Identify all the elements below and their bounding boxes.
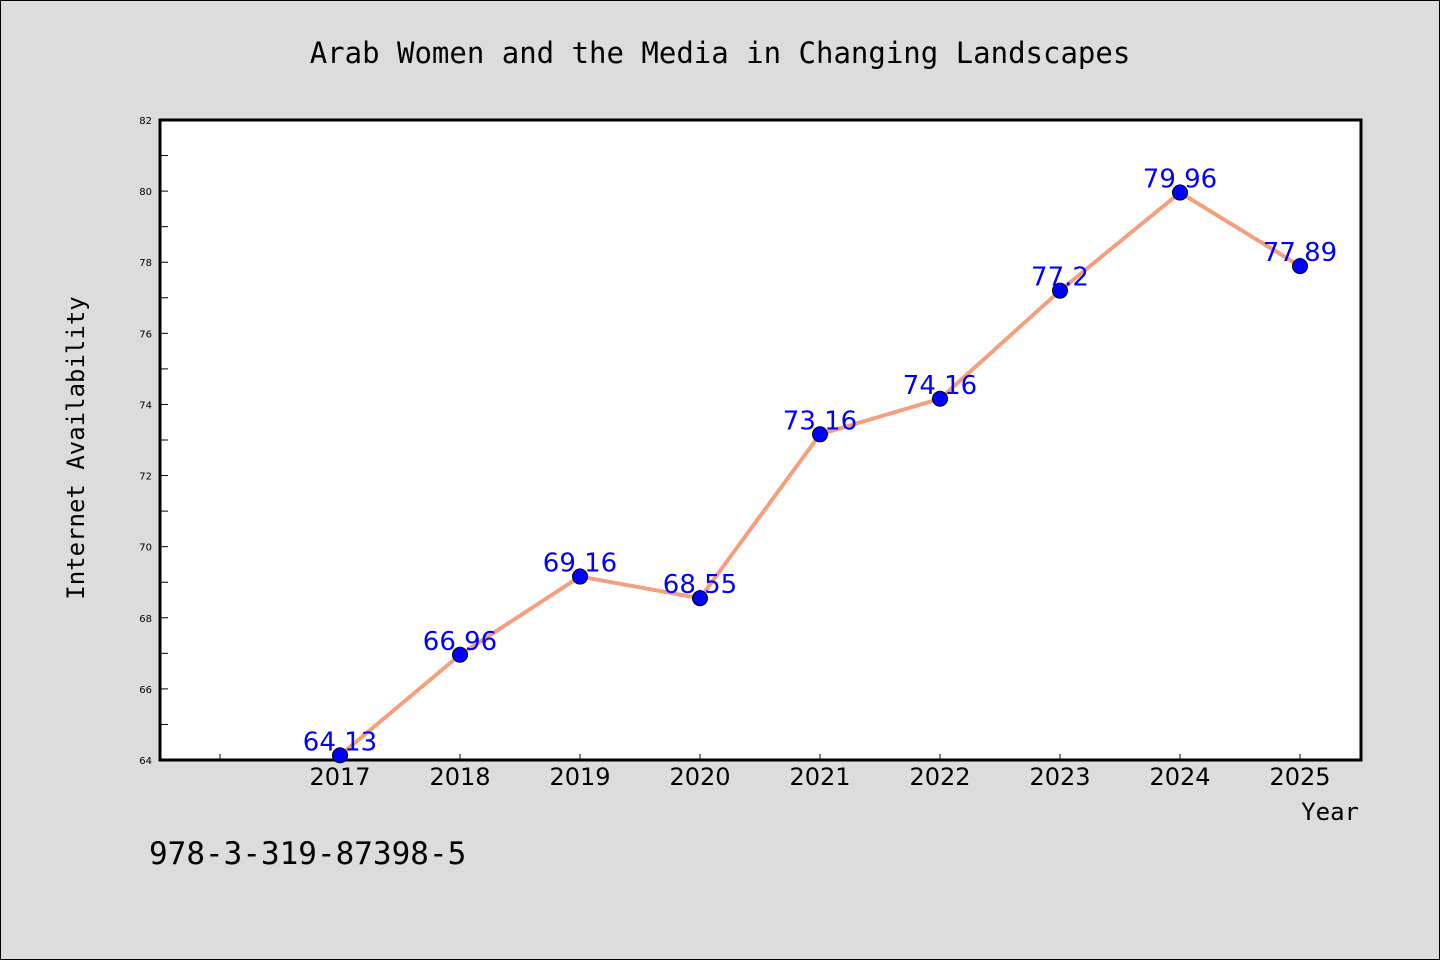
data-labels-layer: 64.13 66.96 69.16 68.55 73.16 74.16 77.2 79.96 7… bbox=[303, 165, 1337, 758]
y-tick-label: 72 bbox=[139, 472, 152, 483]
chart-title: Arab Women and the Media in Changing Lan… bbox=[310, 36, 1131, 70]
y-tick-label: 80 bbox=[139, 187, 152, 198]
data-label: 68.55 bbox=[663, 570, 737, 600]
y-tick-label: 64 bbox=[139, 756, 152, 767]
data-point bbox=[1172, 184, 1188, 201]
data-point bbox=[572, 568, 588, 585]
x-tick-label: 2025 bbox=[1269, 763, 1330, 791]
y-tick-label: 66 bbox=[139, 685, 152, 696]
data-point bbox=[812, 426, 828, 443]
data-point bbox=[332, 747, 348, 764]
y-tick-label: 74 bbox=[139, 400, 152, 411]
data-point bbox=[692, 590, 708, 607]
data-label: 64.13 bbox=[303, 727, 377, 757]
y-tick-label: 68 bbox=[139, 614, 152, 625]
y-axis-ticks: 64 66 68 70 72 74 76 78 80 82 bbox=[139, 116, 168, 767]
data-point bbox=[452, 646, 468, 663]
y-tick-label: 76 bbox=[139, 329, 152, 340]
x-tick-label: 2018 bbox=[429, 763, 490, 791]
plot-area bbox=[158, 118, 1363, 762]
x-tick-label: 2021 bbox=[789, 763, 850, 791]
x-tick-label: 2019 bbox=[549, 763, 610, 791]
y-tick-label: 78 bbox=[139, 258, 152, 269]
x-axis-label: Year bbox=[1301, 798, 1359, 826]
data-point bbox=[932, 390, 948, 407]
data-label: 74.16 bbox=[903, 371, 977, 401]
isbn-text: 978-3-319-87398-5 bbox=[149, 836, 466, 872]
data-point bbox=[1052, 282, 1068, 299]
data-label: 77.89 bbox=[1263, 238, 1337, 268]
y-tick-label: 82 bbox=[139, 116, 152, 127]
data-label: 73.16 bbox=[783, 406, 857, 436]
y-axis-label: Internet Availability bbox=[62, 296, 90, 599]
x-tick-label: 2020 bbox=[669, 763, 730, 791]
x-tick-label: 2017 bbox=[309, 763, 370, 791]
data-point bbox=[1292, 258, 1308, 275]
data-label: 77.2 bbox=[1031, 263, 1089, 293]
x-tick-label: 2023 bbox=[1029, 763, 1090, 791]
data-label: 66.96 bbox=[423, 627, 497, 657]
x-tick-label: 2022 bbox=[909, 763, 970, 791]
x-tick-label: 2024 bbox=[1149, 763, 1210, 791]
data-label: 79.96 bbox=[1143, 165, 1217, 195]
x-axis-ticks: 2017 2018 2019 2020 2021 2022 2023 2024 2025 bbox=[219, 754, 1331, 791]
data-label: 69.16 bbox=[543, 549, 617, 579]
series-layer bbox=[332, 184, 1308, 764]
y-tick-label: 70 bbox=[139, 543, 152, 554]
